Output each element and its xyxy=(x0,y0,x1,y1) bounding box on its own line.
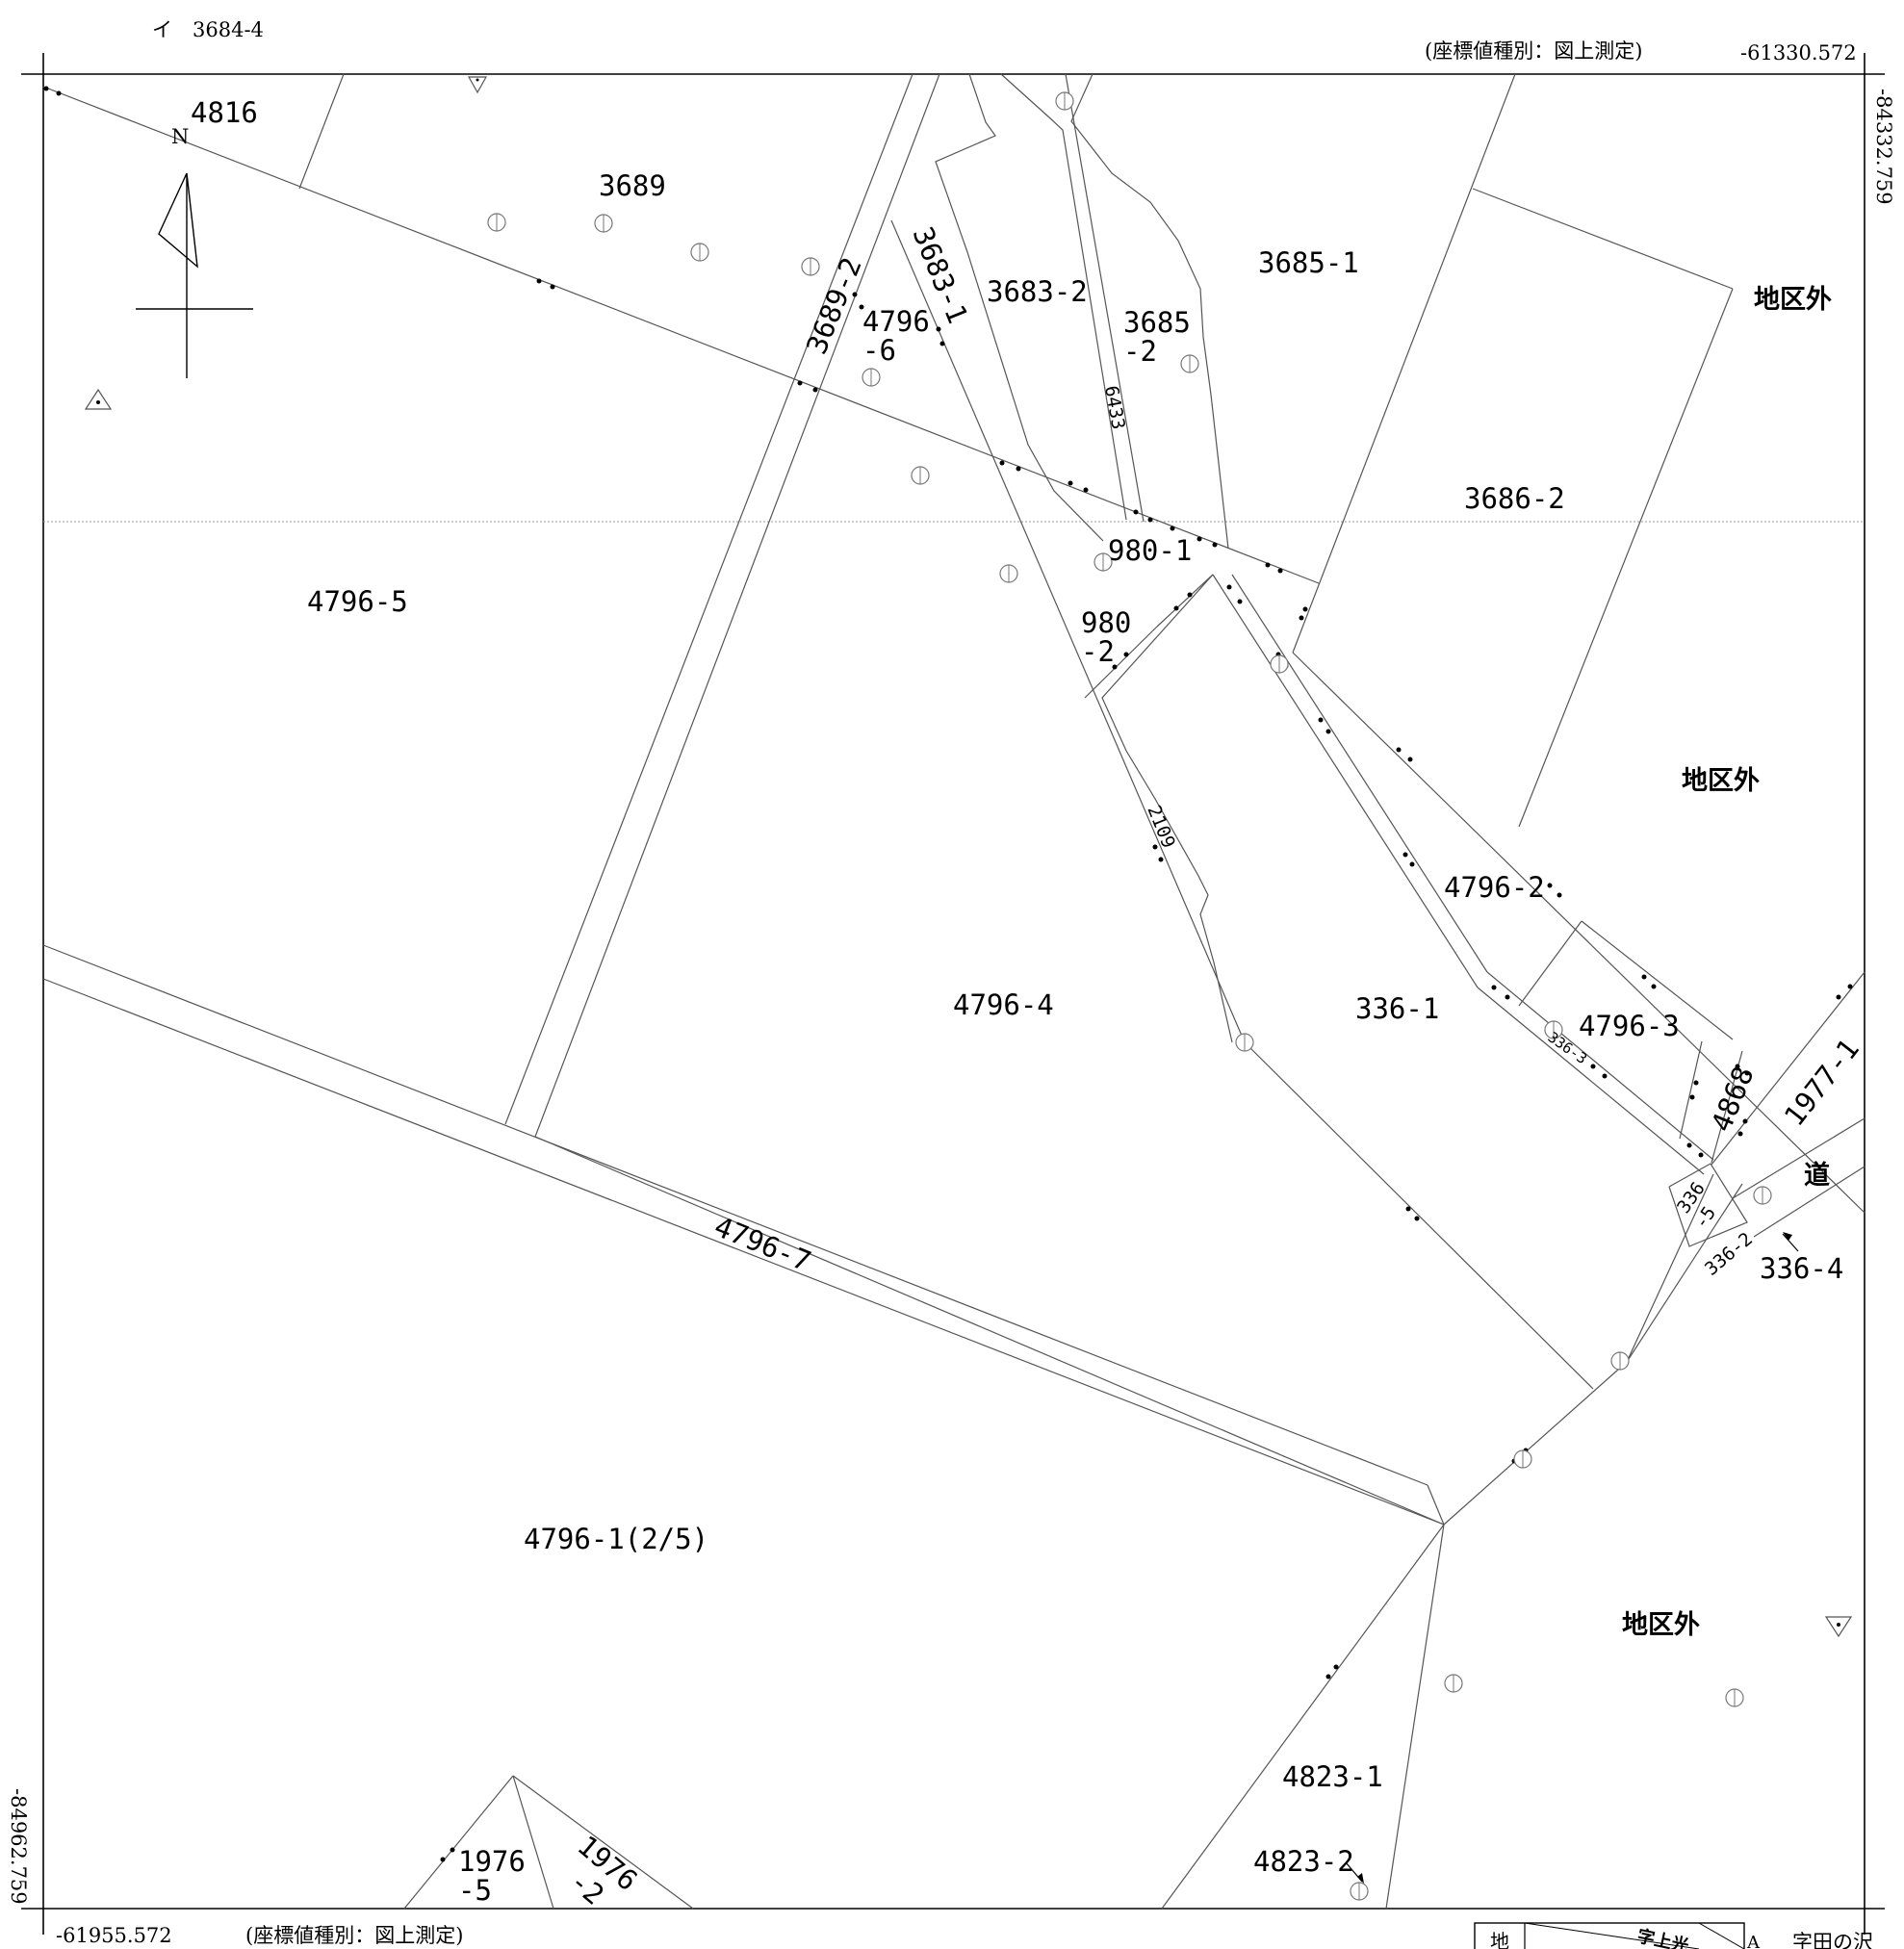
parcel-boundaries xyxy=(42,73,1865,1910)
parcel-label: 3685-1 xyxy=(1258,246,1359,279)
north-arrow: N xyxy=(136,125,253,378)
coord-type-top: (座標値種別：図上測定) xyxy=(1425,39,1642,63)
parcel-label: 4796-4 xyxy=(953,988,1054,1021)
top-left-note: イ 3684-4 xyxy=(152,18,264,41)
road-label: 道 xyxy=(1804,1160,1830,1191)
coord-y-left: -84962.759 xyxy=(7,1788,30,1905)
parcel-label: -2 xyxy=(1081,635,1115,668)
parcel-label: 336-1 xyxy=(1355,992,1439,1025)
bottom-right-note: 字田の沢 xyxy=(1792,1931,1873,1949)
parcel-label: 3686-2 xyxy=(1464,482,1565,515)
benchmark-markers xyxy=(487,91,1772,1901)
parcel-labels: 4816 3689 3689-2 4796 -6 3683-1 3683-2 3… xyxy=(191,96,1865,1911)
legend-char: 地 xyxy=(1490,1930,1509,1949)
triangle-marker-top xyxy=(467,76,488,94)
parcel-label: 4816 xyxy=(191,96,258,129)
outside-district-label: 地区外 xyxy=(1622,1610,1700,1640)
parcel-label: -5 xyxy=(458,1874,492,1907)
parcel-label: 3685 xyxy=(1123,306,1191,339)
parcel-label: 4796 xyxy=(862,305,930,338)
parcel-label: 2109 xyxy=(1143,803,1179,852)
outside-district-label: 地区外 xyxy=(1754,285,1832,315)
north-label: N xyxy=(171,125,189,148)
parcel-label: 336-4 xyxy=(1760,1252,1843,1285)
coord-y-right: -84332.759 xyxy=(1872,89,1895,205)
parcel-label: 4823-2 xyxy=(1253,1845,1354,1878)
parcel-label: 336-2 xyxy=(1701,1228,1757,1280)
parcel-label: -2 xyxy=(1123,335,1157,368)
parcel-label: 980 xyxy=(1081,606,1131,639)
parcel-label: 4796-7 xyxy=(709,1210,815,1278)
parcel-label: 3683-2 xyxy=(987,275,1088,308)
map-frame xyxy=(21,53,1885,1935)
parcel-label: 4796-1(2/5) xyxy=(524,1523,708,1555)
parcel-label: 4823-1 xyxy=(1282,1760,1383,1793)
coord-x-top: -61330.572 xyxy=(1740,41,1857,64)
coord-x-bottom: -61955.572 xyxy=(56,1924,172,1947)
triangle-markers xyxy=(84,76,1853,1638)
parcel-label: 4868 xyxy=(1705,1062,1761,1136)
outside-district-label: 地区外 xyxy=(1682,766,1760,796)
district-labels: 地区外 地区外 地区外 道 xyxy=(1622,285,1832,1640)
parcel-label: 980-1 xyxy=(1108,534,1192,567)
triangle-marker-east xyxy=(1824,1616,1853,1638)
legend-box: 地 字上光 A 字田の沢 xyxy=(1474,1922,1873,1949)
parcel-label: 4796-5 xyxy=(307,585,408,618)
parcel-label: 4796-3 xyxy=(1579,1010,1680,1042)
triangle-marker-west xyxy=(84,388,113,410)
parcel-label: 1976 xyxy=(458,1845,526,1878)
parcel-label: 4796-2 xyxy=(1444,871,1545,904)
parcel-label: 1977-1 xyxy=(1778,1033,1865,1132)
legend-a: A xyxy=(1746,1933,1761,1949)
parcel-label: 3689 xyxy=(599,169,666,202)
leader-arrows xyxy=(1345,1232,1799,1884)
coord-type-bottom: (座標値種別：図上測定) xyxy=(245,1924,463,1947)
parcel-label: -6 xyxy=(862,334,896,367)
parcel-label: 6433 xyxy=(1100,384,1129,431)
boundary-points xyxy=(43,86,1853,1862)
